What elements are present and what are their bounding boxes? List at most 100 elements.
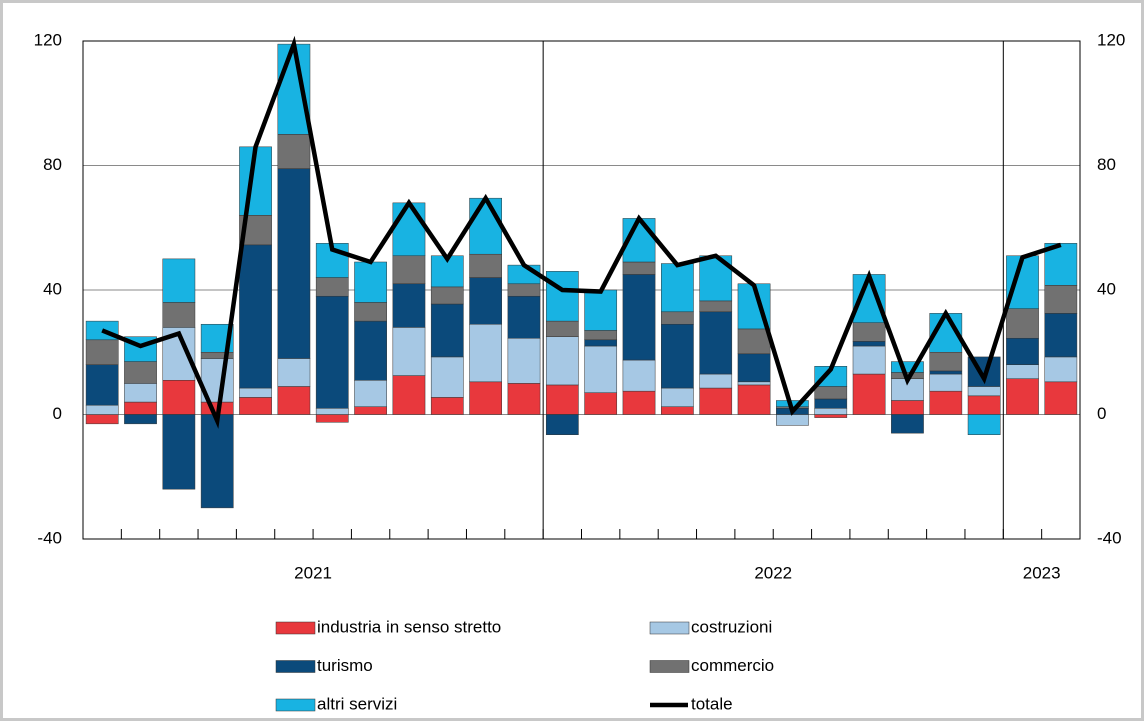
legend-swatch xyxy=(649,660,690,673)
bar xyxy=(929,352,963,372)
bar xyxy=(891,414,924,434)
plot-border xyxy=(82,40,1081,540)
bar xyxy=(545,271,579,322)
y-tick-label: -40 xyxy=(37,528,62,547)
bar xyxy=(124,414,157,425)
bar xyxy=(661,387,694,407)
bar xyxy=(315,277,349,297)
x-group-label: 2023 xyxy=(1023,563,1061,582)
bar xyxy=(1006,308,1039,339)
bar xyxy=(967,395,1001,415)
bar xyxy=(162,302,196,328)
bar xyxy=(929,390,963,415)
bar xyxy=(891,361,924,373)
bar xyxy=(929,373,963,392)
bar xyxy=(315,414,349,423)
legend-label: costruzioni xyxy=(691,617,772,636)
bar xyxy=(469,253,502,278)
bar xyxy=(430,356,464,398)
legend-label: industria in senso stretto xyxy=(317,617,501,636)
bar xyxy=(392,327,426,376)
bar xyxy=(661,323,694,389)
bar xyxy=(814,398,848,409)
bar xyxy=(852,341,886,347)
bar xyxy=(315,408,349,415)
x-group-label: 2022 xyxy=(754,563,792,582)
bar xyxy=(277,386,311,415)
bar xyxy=(277,134,311,169)
bar xyxy=(699,300,733,313)
bar xyxy=(699,311,733,375)
bar xyxy=(699,373,733,389)
bar xyxy=(852,345,886,375)
bar xyxy=(430,397,464,415)
bar xyxy=(545,336,579,386)
bar xyxy=(124,401,157,415)
bar xyxy=(737,384,771,415)
bar xyxy=(1044,313,1078,358)
bar xyxy=(469,381,502,415)
bar xyxy=(430,303,464,358)
legend-swatch xyxy=(275,660,316,673)
bar xyxy=(430,286,464,305)
bar xyxy=(967,386,1001,397)
bar xyxy=(1044,381,1078,415)
bar xyxy=(737,381,771,386)
bar xyxy=(162,380,196,415)
bar xyxy=(814,408,848,415)
bar xyxy=(622,261,656,275)
bar xyxy=(1006,337,1039,365)
y-tick-label: 120 xyxy=(34,30,62,49)
bar xyxy=(1044,285,1078,314)
bar xyxy=(354,380,387,407)
bar xyxy=(277,358,311,387)
bar xyxy=(507,337,541,384)
bar xyxy=(507,295,541,339)
bar xyxy=(814,414,848,418)
bar xyxy=(507,283,541,297)
bar xyxy=(661,263,694,313)
bar xyxy=(584,392,618,415)
bar xyxy=(852,373,886,415)
bar xyxy=(622,359,656,392)
bar xyxy=(584,289,618,331)
bar xyxy=(1044,356,1078,383)
bar xyxy=(545,384,579,415)
bar xyxy=(392,202,426,257)
bar xyxy=(162,414,196,490)
bar xyxy=(354,302,387,322)
x-group-label: 2021 xyxy=(294,563,332,582)
bar xyxy=(85,404,119,415)
bar xyxy=(584,330,618,341)
bar xyxy=(814,386,848,400)
bar xyxy=(737,353,771,383)
bar xyxy=(1006,364,1039,379)
bar xyxy=(622,390,656,415)
bar xyxy=(545,414,579,435)
bar xyxy=(584,345,618,393)
bar xyxy=(661,311,694,325)
y2-tick-label: 0 xyxy=(1097,404,1106,423)
legend-swatch xyxy=(649,621,690,635)
bar xyxy=(1006,378,1039,415)
bar xyxy=(469,323,502,383)
bar xyxy=(277,168,311,359)
bar xyxy=(852,322,886,342)
legend-swatch xyxy=(275,698,316,712)
bar xyxy=(392,255,426,285)
bar xyxy=(929,370,963,375)
bar xyxy=(239,387,272,398)
bar xyxy=(315,295,349,409)
bar xyxy=(85,339,119,365)
bar xyxy=(392,283,426,328)
bar xyxy=(661,406,694,415)
bar xyxy=(737,328,771,355)
bar xyxy=(469,277,502,325)
bar xyxy=(239,397,272,415)
bar xyxy=(584,339,618,347)
y-tick-label: 80 xyxy=(43,155,62,174)
bar xyxy=(699,387,733,415)
bar xyxy=(776,414,809,426)
bar xyxy=(277,43,311,135)
